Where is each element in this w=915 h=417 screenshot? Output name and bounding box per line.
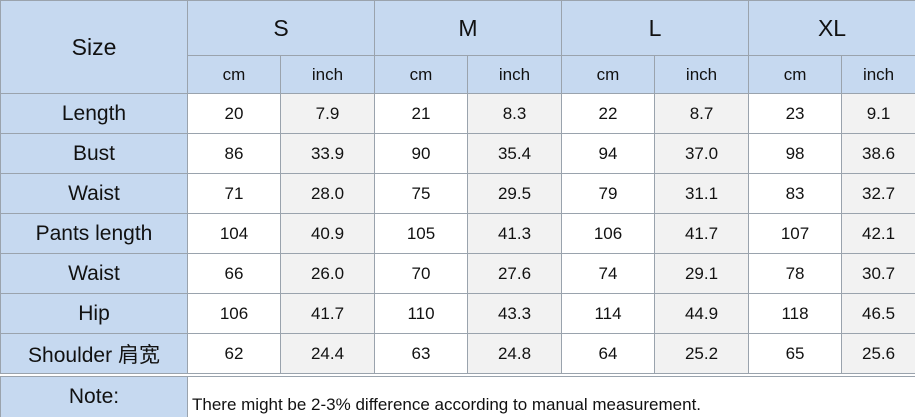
cell-value: 33.9 — [280, 133, 375, 174]
cell-value: 114 — [561, 293, 656, 334]
table-row: Length 20 7.9 21 8.3 22 8.7 23 9.1 — [0, 93, 915, 134]
cell-value: 79 — [561, 173, 656, 214]
size-header: Size — [0, 0, 188, 94]
cell-value: 9.1 — [841, 93, 915, 134]
cell-value: 21 — [374, 93, 468, 134]
cell-value: 8.3 — [466, 93, 563, 134]
table-row: Pants length 104 40.9 105 41.3 106 41.7 107 42.1 — [0, 213, 915, 254]
cell-value: 118 — [748, 293, 843, 334]
unit-label: cm — [374, 55, 468, 94]
cell-value: 63 — [374, 333, 468, 374]
unit-label: inch — [280, 55, 375, 94]
cell-value: 74 — [561, 253, 656, 294]
cell-value: 106 — [187, 293, 281, 334]
cell-value: 30.7 — [841, 253, 915, 294]
cell-value: 28.0 — [280, 173, 375, 214]
row-label: Pants length — [0, 213, 188, 254]
cell-value: 27.6 — [466, 253, 563, 294]
table-row: Waist 66 26.0 70 27.6 74 29.1 78 30.7 — [0, 253, 915, 294]
table-row: Bust 86 33.9 90 35.4 94 37.0 98 38.6 — [0, 133, 915, 174]
cell-value: 7.9 — [280, 93, 375, 134]
cell-value: 29.1 — [654, 253, 750, 294]
cell-value: 107 — [748, 213, 843, 254]
cell-value: 62 — [187, 333, 281, 374]
cell-value: 44.9 — [654, 293, 750, 334]
row-label: Bust — [0, 133, 188, 174]
size-name: L — [561, 0, 750, 56]
row-label: Length — [0, 93, 188, 134]
unit-label: cm — [187, 55, 281, 94]
cell-value: 40.9 — [280, 213, 375, 254]
table-row: Waist 71 28.0 75 29.5 79 31.1 83 32.7 — [0, 173, 915, 214]
cell-value: 41.3 — [466, 213, 563, 254]
row-label: Shoulder 肩宽 — [0, 333, 188, 374]
cell-value: 42.1 — [841, 213, 915, 254]
cell-value: 24.8 — [466, 333, 563, 374]
table-row: Size S M L XL — [0, 0, 915, 94]
cell-value: 24.4 — [280, 333, 375, 374]
cell-value: 37.0 — [654, 133, 750, 174]
row-label: Waist — [0, 173, 188, 214]
cell-value: 90 — [374, 133, 468, 174]
cell-value: 26.0 — [280, 253, 375, 294]
row-label: Hip — [0, 293, 188, 334]
cell-value: 78 — [748, 253, 843, 294]
unit-label: inch — [841, 55, 915, 94]
cell-value: 105 — [374, 213, 468, 254]
cell-value: 25.6 — [841, 333, 915, 374]
unit-label: inch — [466, 55, 563, 94]
table-row: Shoulder 肩宽 62 24.4 63 24.8 64 25.2 65 25.6 — [0, 333, 915, 374]
cell-value: 83 — [748, 173, 843, 214]
cell-value: 94 — [561, 133, 656, 174]
table-row: Hip 106 41.7 110 43.3 114 44.9 118 46.5 — [0, 293, 915, 334]
row-label: Waist — [0, 253, 188, 294]
cell-value: 32.7 — [841, 173, 915, 214]
cell-value: 64 — [561, 333, 656, 374]
table-row: cm inch cm inch cm inch cm inch — [1, 55, 915, 94]
unit-label: cm — [561, 55, 656, 94]
note-text: There might be 2-3% difference according… — [186, 376, 915, 417]
size-name: S — [187, 0, 375, 56]
cell-value: 106 — [561, 213, 656, 254]
cell-value: 110 — [374, 293, 468, 334]
cell-value: 98 — [748, 133, 843, 174]
size-name: M — [373, 0, 563, 56]
table-row: Note: There might be 2-3% difference acco… — [0, 376, 915, 417]
cell-value: 38.6 — [841, 133, 915, 174]
cell-value: 20 — [187, 93, 281, 134]
unit-label: cm — [748, 55, 843, 94]
cell-value: 25.2 — [654, 333, 750, 374]
cell-value: 70 — [374, 253, 468, 294]
cell-value: 71 — [187, 173, 281, 214]
unit-label: inch — [654, 55, 750, 94]
cell-value: 31.1 — [654, 173, 750, 214]
cell-value: 65 — [748, 333, 843, 374]
size-name: XL — [748, 0, 915, 56]
cell-value: 41.7 — [654, 213, 750, 254]
cell-value: 86 — [187, 133, 281, 174]
cell-value: 75 — [374, 173, 468, 214]
cell-value: 46.5 — [841, 293, 915, 334]
cell-value: 8.7 — [654, 93, 750, 134]
cell-value: 29.5 — [466, 173, 563, 214]
cell-value: 23 — [748, 93, 843, 134]
cell-value: 22 — [561, 93, 656, 134]
cell-value: 43.3 — [466, 293, 563, 334]
cell-value: 41.7 — [280, 293, 375, 334]
cell-value: 104 — [187, 213, 281, 254]
note-label: Note: — [0, 376, 188, 417]
cell-value: 66 — [187, 253, 281, 294]
cell-value: 35.4 — [466, 133, 563, 174]
